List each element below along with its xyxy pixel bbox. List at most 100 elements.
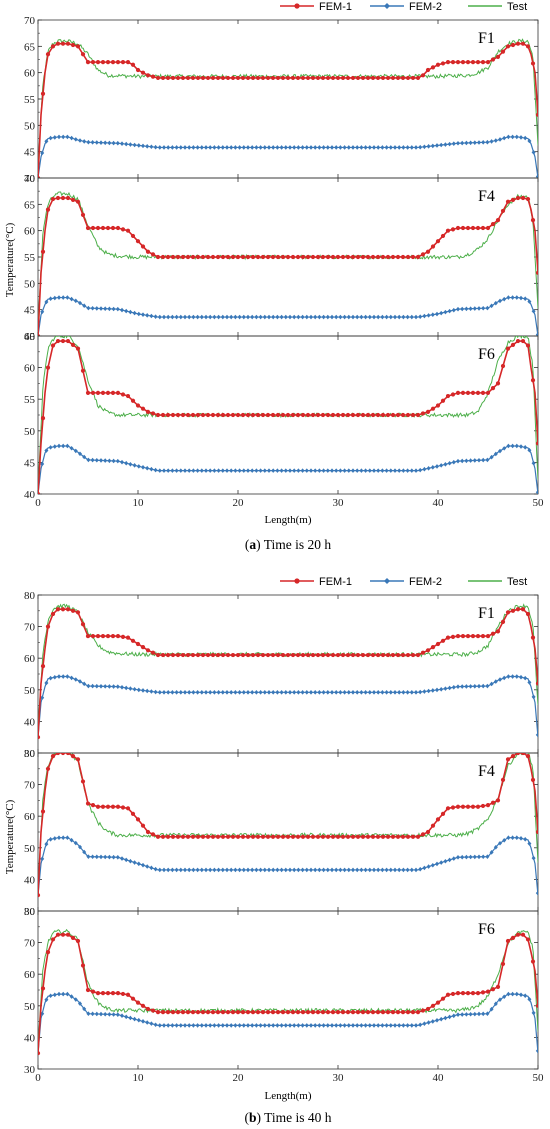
data-point: [153, 314, 158, 319]
data-point: [258, 314, 263, 320]
data-point: [245, 834, 251, 839]
data-point: [216, 468, 221, 473]
data-point: [325, 314, 330, 320]
data-point: [280, 1010, 286, 1015]
data-point: [69, 675, 74, 681]
data-point: [288, 145, 292, 150]
data-point: [262, 314, 267, 320]
data-point: [360, 652, 366, 658]
data-point: [351, 314, 355, 320]
data-point: [65, 991, 70, 997]
y-tick-label: 55: [24, 252, 36, 264]
data-point: [495, 629, 501, 634]
data-point: [136, 464, 141, 469]
y-tick-label: 70: [24, 622, 36, 634]
data-point: [48, 675, 53, 681]
data-point: [160, 75, 166, 81]
data-point: [514, 134, 519, 140]
data-point: [370, 254, 376, 260]
y-tick-label: 50: [24, 278, 36, 290]
figure-a: FEM-1 FEM-2 Test 40 45 50 55 60 65 70 F1 40 45 50 55 60…: [4, 1, 544, 552]
data-point: [320, 834, 326, 839]
data-point: [405, 867, 410, 873]
data-point: [225, 468, 229, 473]
data-point: [313, 867, 318, 873]
data-point: [95, 390, 101, 395]
data-point: [145, 249, 151, 254]
data-point: [351, 468, 355, 473]
data-point: [300, 314, 305, 320]
data-point: [510, 608, 516, 613]
data-point: [309, 314, 313, 320]
data-point: [321, 1023, 326, 1028]
data-point: [506, 295, 511, 300]
data-point: [204, 145, 208, 150]
data-point: [220, 145, 225, 150]
data-point: [440, 61, 446, 66]
data-point: [45, 365, 51, 370]
data-point: [65, 295, 70, 300]
data-point: [190, 834, 196, 839]
data-point: [52, 295, 57, 301]
data-point: [75, 757, 81, 762]
data-point: [409, 1023, 414, 1028]
data-point: [40, 461, 45, 467]
data-point: [145, 313, 150, 318]
data-point: [535, 829, 538, 835]
data-point: [44, 997, 49, 1002]
data-point: [94, 854, 99, 860]
data-point: [153, 467, 158, 473]
x-tick-label: 30: [333, 1072, 345, 1084]
data-point: [317, 690, 322, 695]
data-point: [510, 674, 515, 679]
data-point: [111, 140, 116, 146]
data-point: [310, 834, 316, 839]
data-point: [115, 633, 121, 639]
y-tick-label: 60: [24, 811, 36, 823]
data-point: [401, 468, 406, 473]
data-point: [472, 306, 477, 311]
data-point: [174, 145, 179, 150]
data-point: [229, 145, 234, 150]
data-point: [150, 74, 156, 79]
data-point: [475, 225, 481, 231]
data-point: [439, 860, 444, 865]
data-point: [208, 468, 213, 473]
data-point: [250, 1010, 256, 1015]
data-point: [60, 195, 66, 201]
data-point: [250, 75, 256, 81]
data-point: [372, 314, 376, 320]
data-point: [65, 753, 71, 756]
data-point: [397, 690, 402, 695]
data-point: [250, 690, 255, 695]
data-point: [95, 60, 101, 65]
data-point: [195, 690, 200, 695]
data-point: [258, 145, 263, 150]
data-point: [397, 1023, 402, 1028]
data-point: [279, 314, 284, 320]
data-point: [330, 412, 336, 418]
data-point: [254, 867, 259, 873]
series-line: [38, 753, 538, 896]
data-point: [185, 254, 191, 260]
data-point: [365, 1010, 371, 1015]
data-point: [38, 735, 41, 740]
data-point: [493, 679, 498, 684]
data-point: [130, 638, 136, 643]
data-point: [321, 690, 326, 695]
data-point: [225, 145, 229, 150]
data-point: [120, 1013, 124, 1019]
data-point: [78, 1001, 82, 1006]
data-point: [435, 239, 441, 244]
data-point: [300, 75, 306, 81]
data-point: [485, 1011, 490, 1017]
y-tick-label: 55: [24, 394, 36, 406]
data-point: [279, 1023, 284, 1028]
data-point: [290, 75, 296, 81]
data-point: [110, 60, 116, 65]
data-point: [150, 832, 156, 837]
data-point: [170, 1023, 175, 1028]
data-point: [275, 690, 280, 695]
data-point: [397, 468, 402, 473]
data-point: [285, 75, 291, 81]
